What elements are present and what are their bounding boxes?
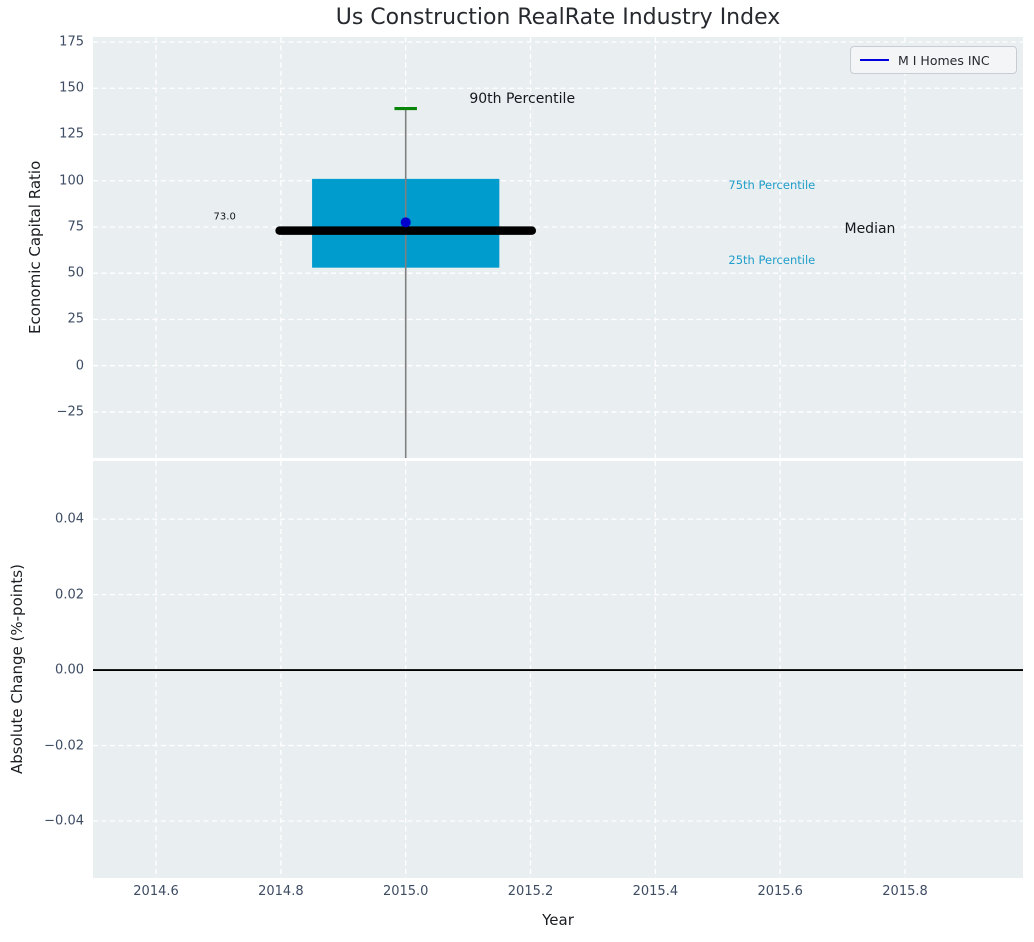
bottom-axes-change [93,461,1023,878]
y-tick-label: 50 [67,265,84,281]
y-tick-label: 100 [59,173,84,189]
y-tick-label: 0.00 [55,662,84,678]
y-tick-label: 150 [59,80,84,96]
annotation-25th-percentile: 25th Percentile [728,252,816,267]
x-tick-label: 2014.8 [258,884,304,899]
annotation-73-0: 73.0 [213,211,236,223]
annotation-median: Median [844,221,896,238]
legend-line-sample [860,59,889,61]
x-tick-label: 2015.0 [382,884,429,899]
y-tick-label: 25 [67,311,84,327]
y-tick-label: 75 [67,219,84,235]
y-tick-label: −0.02 [44,738,84,754]
x-axis-label: Year [542,911,574,929]
annotation-90th-percentile: 90th Percentile [469,90,576,107]
top-plot-svg [93,37,1023,458]
y-tick-label: 175 [59,34,84,50]
annotation-75th-percentile: 75th Percentile [728,177,816,192]
bottom-plot-svg [93,461,1023,878]
x-tick-label: 2015.8 [882,884,928,899]
x-tick-label: 2014.6 [133,884,179,899]
company-point [400,217,411,228]
y-tick-label: 0.02 [55,587,84,603]
top-axes-boxplot [93,37,1023,458]
y-tick-label: −25 [56,404,84,420]
x-tick-label: 2015.4 [632,884,679,899]
chart-title: Us Construction RealRate Industry Index [335,5,781,30]
y-axis-label-top: Economic Capital Ratio [26,160,44,335]
y-tick-label: 125 [59,126,84,142]
x-tick-label: 2015.6 [757,884,803,899]
legend-label: M I Homes INC [898,52,990,68]
y-tick-label: −0.04 [44,813,84,829]
x-tick-label: 2015.2 [507,884,554,899]
y-tick-label: 0 [75,358,84,374]
legend: M I Homes INC [850,46,1017,74]
y-tick-label: 0.04 [55,511,84,527]
